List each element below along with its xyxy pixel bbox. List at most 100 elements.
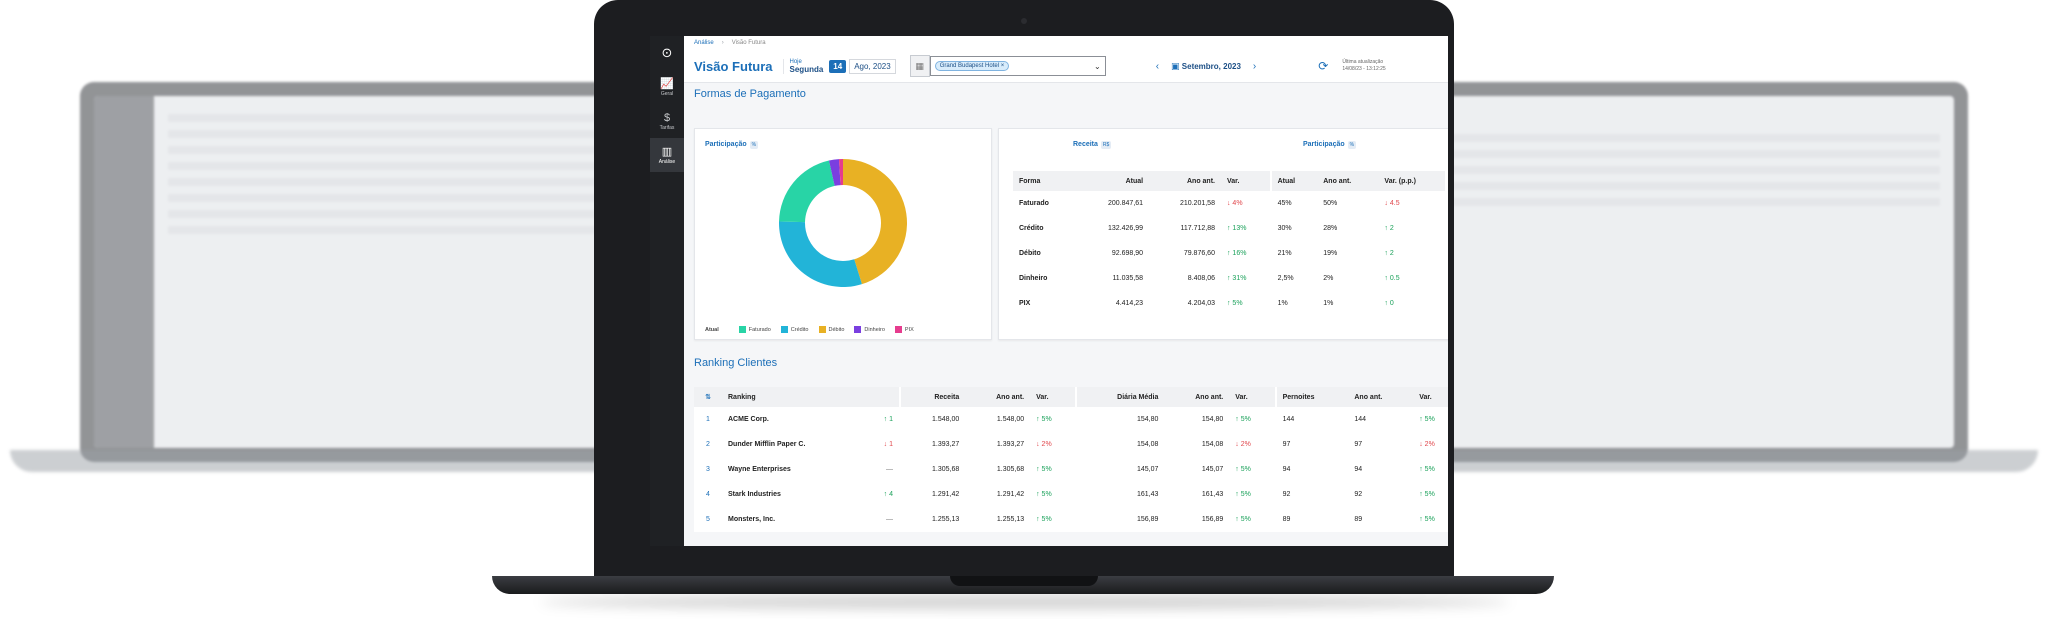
receita-ano-ant: 117.712,88 (1180, 225, 1215, 232)
ranking-row[interactable]: 5 Monsters, Inc. — 1.255,13 1.255,13 ↑ 5% 156,… (694, 507, 1448, 532)
client-name: Wayne Enterprises (728, 466, 791, 473)
pernoites-var: ↑ 5% (1419, 466, 1435, 473)
payments-row: Dinheiro 11.035,58 8.408,06 ↑ 31% 2,5% 2% ↑ 0.… (1013, 266, 1445, 291)
payments-row: Débito 92.698,90 79.876,60 ↑ 16% 21% 19% ↑ 2 (1013, 241, 1445, 266)
pernoites-value: 89 (1274, 507, 1349, 532)
diaria-value: 161,43 (1075, 482, 1165, 507)
client-name: Dunder Mifflin Paper C. (728, 441, 806, 448)
diaria-var: ↑ 5% (1235, 491, 1251, 498)
donut-chart (779, 159, 907, 287)
receita-var: ↓ 2% (1036, 441, 1052, 448)
receita-atual: 200.847,61 (1108, 200, 1144, 207)
participacao-header: Participação% (1303, 141, 1357, 149)
rank-position: 4 (706, 491, 710, 498)
currency-badge: R$ (1100, 141, 1112, 149)
ranking-section-title: Ranking Clientes (694, 357, 778, 369)
receita-var: ↑ 5% (1226, 300, 1243, 307)
sidebar-item-analise[interactable]: ▥ Análise (650, 138, 684, 172)
participacao-atual: 2,5% (1269, 266, 1318, 291)
app-logo-icon[interactable]: ⊙ (661, 45, 673, 60)
chevron-left-icon[interactable]: ‹ (1155, 60, 1160, 72)
sidebar-item-tarifas[interactable]: $ Tarifas (650, 104, 684, 138)
background-row (1396, 134, 1940, 142)
donut-slice-faturado[interactable] (843, 159, 907, 285)
ranking-row[interactable]: 2 Dunder Mifflin Paper C. ↓ 1 1.393,27 1.393… (694, 432, 1448, 457)
payment-method: Dinheiro (1019, 275, 1048, 282)
background-row (1396, 198, 1940, 206)
period-display[interactable]: ▣ Setembro, 2023 (1171, 61, 1241, 72)
background-laptop-left (80, 82, 680, 462)
participacao-atual: 45% (1269, 191, 1318, 216)
page-title: Visão Futura (694, 58, 773, 74)
rank-movement: ↑ 4 (883, 491, 893, 498)
laptop-frame: ⊙ 📈 Geral $ Tarifas ▥ Análise Análise › … (594, 0, 1454, 578)
pernoites-ano-ant: 144 (1354, 416, 1367, 423)
background-row (1396, 182, 1940, 190)
receita-var: ↑ 5% (1036, 491, 1052, 498)
sidebar-item-geral[interactable]: 📈 Geral (650, 70, 684, 104)
diaria-var: ↑ 5% (1235, 466, 1251, 473)
percent-badge: % (1347, 141, 1357, 149)
today-block: Hoje Segunda (782, 58, 823, 74)
receita-value: 1.291,42 (898, 482, 966, 507)
background-row (168, 194, 652, 202)
chevron-down-icon[interactable]: ⌄ (1093, 61, 1101, 71)
payment-method: PIX (1019, 300, 1031, 307)
participacao-var: ↑ 2 (1384, 225, 1394, 232)
pernoites-ano-ant: 94 (1354, 466, 1363, 473)
col-var: Var. (1220, 171, 1271, 191)
laptop-notch (950, 576, 1098, 586)
app-screen: ⊙ 📈 Geral $ Tarifas ▥ Análise Análise › … (650, 36, 1448, 546)
pernoites-value: 94 (1274, 457, 1349, 482)
ranking-row[interactable]: 1 ACME Corp. ↑ 1 1.548,00 1.548,00 ↑ 5% 154,80… (694, 407, 1448, 432)
ranking-row[interactable]: 3 Wayne Enterprises — 1.305,68 1.305,68 ↑ 5% 1… (694, 457, 1448, 482)
pernoites-ano-ant: 97 (1354, 441, 1363, 448)
breadcrumb-visao-futura[interactable]: Visão Futura (731, 40, 766, 46)
receita-ano-ant: 1.291,42 (996, 491, 1025, 498)
diaria-ano-ant: 154,80 (1201, 416, 1224, 423)
background-row (1396, 150, 1940, 158)
chip-close-icon[interactable]: × (1000, 63, 1005, 69)
diaria-value: 156,89 (1075, 507, 1165, 532)
page-header: Visão Futura Hoje Segunda 14 Ago, 2023 ▦… (684, 50, 1448, 83)
rank-movement: ↑ 1 (883, 416, 893, 423)
legend-label: Dinheiro (864, 326, 885, 333)
col-receita: Receita (898, 387, 966, 407)
participacao-var: ↑ 0 (1384, 300, 1394, 307)
receita-atual: 4.414,23 (1115, 300, 1144, 307)
pernoites-ano-ant: 92 (1354, 491, 1363, 498)
pernoites-var: ↑ 5% (1419, 416, 1435, 423)
diaria-value: 154,80 (1075, 407, 1165, 432)
sort-icon[interactable]: ⇅ (694, 387, 722, 407)
background-screen-right (1382, 96, 1954, 448)
chevron-right-icon[interactable]: › (1252, 60, 1257, 72)
donut-slice-débito[interactable] (779, 160, 835, 223)
payments-row: PIX 4.414,23 4.204,03 ↑ 5% 1% 1% ↑ 0 (1013, 291, 1445, 316)
payment-method: Faturado (1019, 200, 1049, 207)
col-pernoites-var: Var. (1413, 387, 1448, 407)
participacao-var: ↑ 2 (1384, 250, 1394, 257)
today-label: Hoje (789, 58, 802, 65)
breadcrumb-analise[interactable]: Análise (694, 40, 714, 46)
hotel-chip[interactable]: Grand Budapest Hotel × (934, 61, 1010, 71)
breadcrumb-separator: › (721, 40, 724, 46)
diaria-var: ↓ 2% (1235, 441, 1251, 448)
col-ano-ant: Ano ant. (1149, 171, 1221, 191)
today-day-badge: 14 (829, 59, 847, 73)
pernoites-var: ↑ 5% (1419, 516, 1435, 523)
receita-value: 1.255,13 (898, 507, 966, 532)
hotel-select[interactable]: Grand Budapest Hotel × ⌄ (929, 56, 1106, 76)
payments-table-header: Forma Atual Ano ant. Var. Atual Ano ant.… (1013, 171, 1445, 191)
payments-row: Faturado 200.847,61 210.201,58 ↓ 4% 45% 50% ↓ … (1013, 191, 1445, 216)
donut-slice-dinheiro[interactable] (828, 159, 841, 186)
participacao-ano-ant: 50% (1323, 200, 1338, 207)
receita-value: 1.548,00 (898, 407, 966, 432)
donut-slice-crédito[interactable] (779, 221, 862, 287)
ranking-row[interactable]: 4 Stark Industries ↑ 4 1.291,42 1.291,42 ↑ 5%… (694, 482, 1448, 507)
main-content: Análise › Visão Futura Visão Futura Hoje… (684, 36, 1448, 546)
receita-header: Receita R$ (1073, 141, 1112, 149)
donut-slice-pix[interactable] (838, 159, 843, 186)
participacao-var: ↓ 4.5 (1384, 200, 1400, 207)
refresh-icon[interactable]: ⟳ (1318, 59, 1329, 73)
pernoites-value: 144 (1274, 407, 1349, 432)
